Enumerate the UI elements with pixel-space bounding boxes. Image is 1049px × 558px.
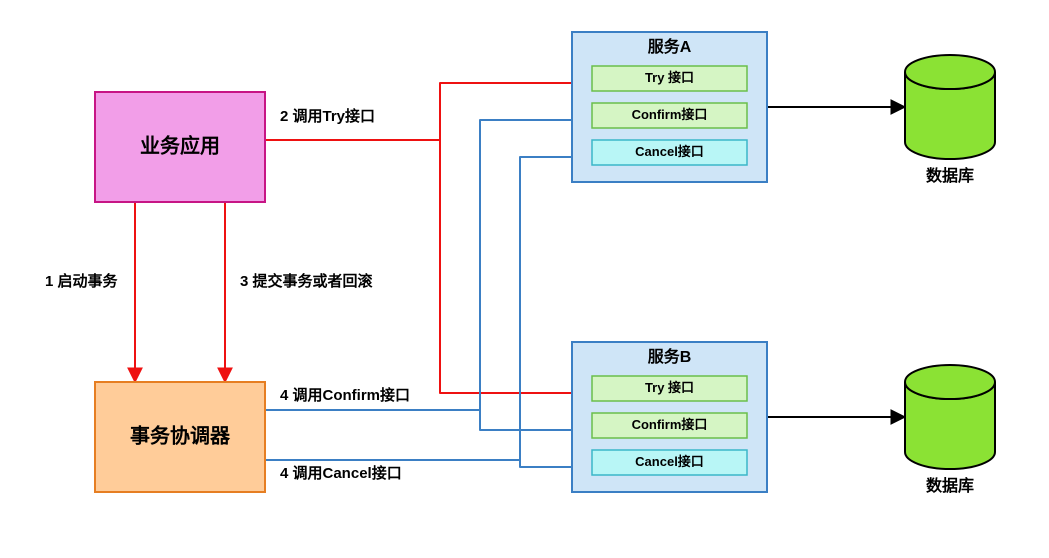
edge-e3: 3 提交事务或者回滚: [225, 202, 374, 382]
row-label-service_b-2: Cancel接口: [635, 454, 704, 469]
row-service_b-2: Cancel接口: [592, 450, 747, 475]
row-label-service_b-1: Confirm接口: [632, 417, 708, 432]
row-label-service_a-0: Try 接口: [645, 70, 694, 85]
edge-e4x: 4 调用Cancel接口: [265, 152, 590, 482]
edge-label-e4c: 4 调用Confirm接口: [280, 386, 410, 404]
row-service_b-0: Try 接口: [592, 376, 747, 401]
row-service_a-1: Confirm接口: [592, 103, 747, 128]
edge-label-e1: 1 启动事务: [45, 272, 119, 290]
node-label-db_b: 数据库: [926, 476, 974, 495]
row-label-service_a-2: Cancel接口: [635, 144, 704, 159]
row-label-service_a-1: Confirm接口: [632, 107, 708, 122]
row-service_b-1: Confirm接口: [592, 413, 747, 438]
node-label-tx_coordinator: 事务协调器: [130, 423, 231, 447]
node-title-service_a: 服务A: [648, 37, 692, 56]
node-business_app: 业务应用: [95, 92, 265, 202]
node-title-service_b: 服务B: [648, 347, 692, 366]
node-service_a: 服务A Try 接口 Confirm接口 Cancel接口: [572, 32, 767, 182]
edge-label-e4x: 4 调用Cancel接口: [280, 464, 402, 482]
node-label-db_a: 数据库: [926, 166, 974, 185]
row-service_a-2: Cancel接口: [592, 140, 747, 165]
node-label-business_app: 业务应用: [140, 133, 220, 157]
node-db_b: 数据库: [905, 365, 995, 495]
edge-e2: 2 调用Try接口: [265, 78, 590, 398]
edge-label-e3: 3 提交事务或者回滚: [240, 272, 374, 290]
edge-label-e2: 2 调用Try接口: [280, 107, 375, 125]
node-tx_coordinator: 事务协调器: [95, 382, 265, 492]
node-service_b: 服务B Try 接口 Confirm接口 Cancel接口: [572, 342, 767, 492]
row-label-service_b-0: Try 接口: [645, 380, 694, 395]
row-service_a-0: Try 接口: [592, 66, 747, 91]
edge-e1: 1 启动事务: [45, 202, 135, 382]
node-db_a: 数据库: [905, 55, 995, 185]
